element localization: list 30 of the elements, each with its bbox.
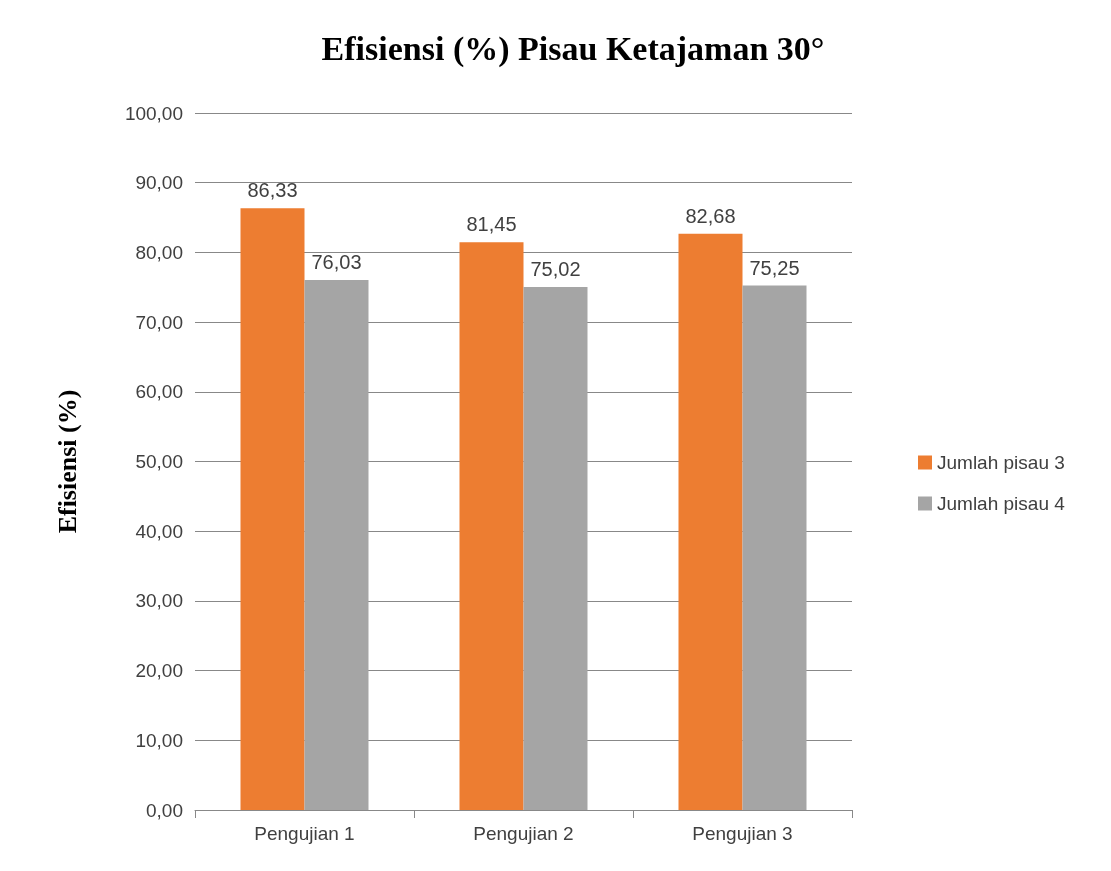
y-tick-label: 100,00 [124, 102, 183, 124]
legend-label: Jumlah pisau 3 [937, 452, 1065, 473]
data-label: 81,45 [466, 213, 517, 236]
data-label: 75,02 [530, 258, 581, 281]
x-tick-label: Pengujian 3 [692, 823, 793, 844]
bar [742, 285, 807, 810]
data-label: 76,03 [311, 251, 362, 274]
chart-title: Efisiensi (%) Pisau Ketajaman 30° [321, 29, 825, 68]
data-label: 82,68 [685, 204, 736, 227]
y-tick-label: 0,00 [146, 799, 183, 821]
y-tick-label: 80,00 [135, 241, 183, 263]
data-label: 75,25 [749, 256, 800, 279]
bar [304, 280, 369, 810]
data-label: 86,33 [247, 179, 298, 202]
y-tick-label: 30,00 [135, 590, 183, 612]
x-tick-label: Pengujian 2 [473, 823, 574, 844]
bar [240, 208, 305, 810]
y-tick-label: 60,00 [135, 381, 183, 403]
y-tick-label: 50,00 [135, 451, 183, 472]
y-tick-label: 90,00 [135, 172, 183, 194]
bar [678, 233, 743, 810]
y-axis-title: Efisiensi (%) [52, 389, 82, 534]
y-tick-label: 40,00 [135, 520, 183, 542]
y-tick-label: 10,00 [135, 729, 183, 751]
y-tick-label: 20,00 [135, 660, 183, 682]
legend-label: Jumlah pisau 4 [937, 493, 1066, 514]
bar [459, 242, 524, 810]
y-tick-label: 70,00 [135, 311, 183, 333]
x-tick-label: Pengujian 1 [254, 823, 355, 844]
bar [523, 287, 588, 810]
